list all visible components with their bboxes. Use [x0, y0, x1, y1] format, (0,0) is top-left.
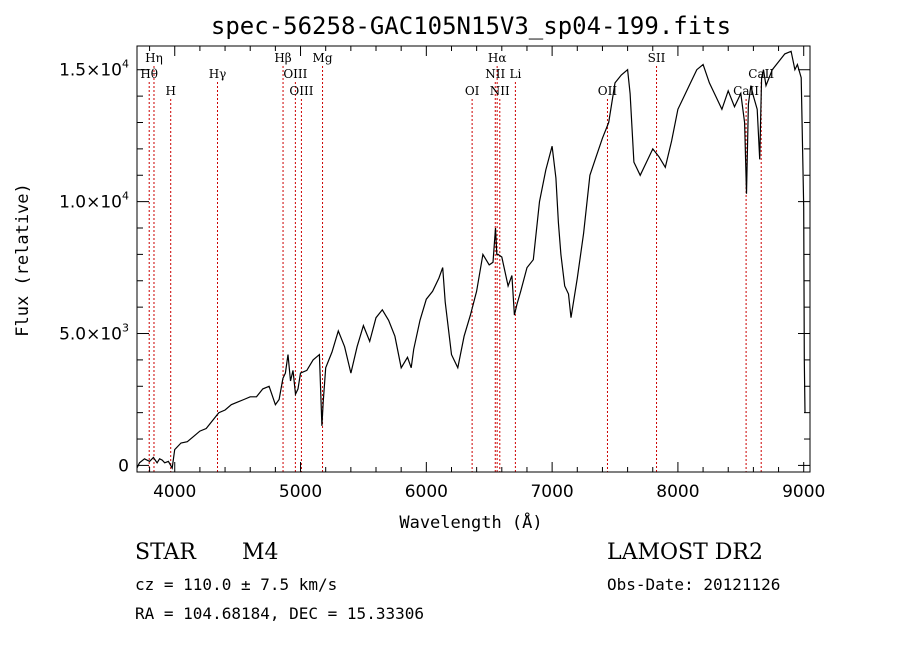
- chart-title: spec-56258-GAC105N15V3_sp04-199.fits: [211, 12, 731, 40]
- coordinates: RA = 104.68184, DEC = 15.33306: [135, 604, 424, 623]
- observation-date: Obs-Date: 20121126: [607, 575, 780, 594]
- y-tick-label: 0: [118, 456, 129, 476]
- line-marker-label: Mg: [313, 51, 333, 65]
- x-axis-label: Wavelength (Å): [399, 511, 542, 533]
- y-tick-label: 1.5×104: [59, 58, 129, 81]
- line-marker-label: Li: [509, 67, 521, 81]
- emission-line-markers: [148, 66, 762, 472]
- emission-line-labels: Hη Hθ H Hγ Hβ OIII OIII Mg OI Hα NII NII Li OII SII CaI…: [140, 51, 774, 98]
- line-marker-label: OI: [465, 84, 480, 98]
- line-marker-label: Hη: [145, 51, 163, 65]
- line-marker-label: NII: [490, 84, 510, 98]
- line-marker-label: NII: [485, 67, 505, 81]
- redshift-cz: cz = 110.0 ± 7.5 km/s: [135, 575, 337, 594]
- x-tick-label: 4000: [153, 482, 196, 502]
- line-marker-label: CaII: [733, 84, 759, 98]
- object-subclass: M4: [242, 540, 279, 565]
- object-class: STAR: [135, 540, 197, 565]
- line-marker-label: OIII: [289, 84, 313, 98]
- x-tick-label: 8000: [656, 482, 699, 502]
- line-marker-label: Hα: [488, 51, 507, 65]
- line-marker-label: SII: [648, 51, 666, 65]
- line-marker-label: Hβ: [274, 51, 291, 65]
- y-tick-label: 1.0×104: [59, 190, 129, 213]
- line-marker-label: Hγ: [209, 67, 227, 81]
- survey-name: LAMOST DR2: [607, 540, 763, 565]
- spectrum-line: [136, 50, 806, 470]
- line-marker-label: Hθ: [140, 67, 158, 81]
- y-axis-ticks: 0 5.0×103 1.0×104 1.5×104: [59, 58, 810, 476]
- x-tick-label: 7000: [530, 482, 573, 502]
- line-marker-label: OIII: [283, 67, 307, 81]
- plot-frame: [136, 45, 811, 473]
- x-tick-label: 5000: [279, 482, 322, 502]
- x-axis-ticks: 4000 5000 6000 7000 8000 9000: [149, 46, 825, 502]
- x-tick-label: 9000: [782, 482, 825, 502]
- line-marker-label: H: [165, 84, 175, 98]
- y-tick-label: 5.0×103: [59, 322, 129, 345]
- y-axis-label: Flux (relative): [13, 183, 33, 337]
- line-marker-label: CaII: [748, 67, 774, 81]
- x-tick-label: 6000: [405, 482, 448, 502]
- line-marker-label: OII: [598, 84, 618, 98]
